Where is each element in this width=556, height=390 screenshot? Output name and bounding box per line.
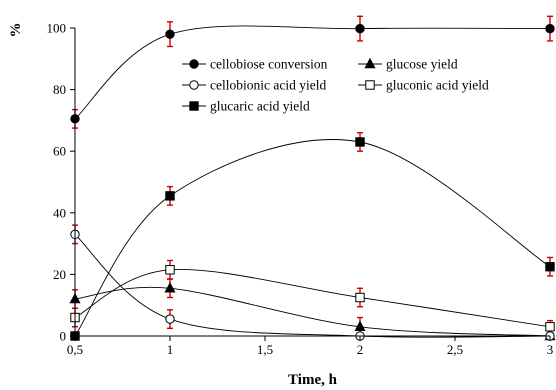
y-tick-label: 80 <box>53 82 66 97</box>
y-tick-label: 40 <box>53 205 66 220</box>
glucose-yield-legend-label: glucose yield <box>386 57 458 72</box>
cellobionic-acid-yield-curve <box>74 234 551 338</box>
gluconic-acid-yield-curve <box>74 268 551 328</box>
cellobiose-conversion-point <box>165 29 175 39</box>
cellobionic-acid-yield-legend-label: cellobionic acid yield <box>210 78 326 93</box>
cellobionic-acid-yield-point <box>165 314 175 324</box>
glucaric-acid-yield-point <box>165 191 175 201</box>
x-tick-label: 3 <box>547 342 554 357</box>
x-tick-label: 2,5 <box>447 342 463 357</box>
x-ticks: 0,5 1 1,5 2 2,5 3 <box>67 336 553 357</box>
gluconic-acid-yield-legend-marker <box>365 80 375 90</box>
x-tick-label: 1,5 <box>257 342 273 357</box>
fitted-curves <box>74 25 551 338</box>
y-tick-label: 0 <box>60 329 67 344</box>
data-markers <box>69 23 556 341</box>
cellobiose-conversion-curve <box>74 25 551 120</box>
cellobiose-conversion-point <box>545 23 555 34</box>
glucose-yield-legend-marker <box>364 57 376 69</box>
y-ticks: 0 20 40 60 80 100 <box>47 21 75 344</box>
x-axis-title: Time, h <box>288 372 338 388</box>
cellobiose-conversion-point <box>355 23 365 34</box>
y-tick-label: 60 <box>53 144 66 159</box>
x-tick-label: 1 <box>167 342 174 357</box>
cellobiose-conversion-legend-label: cellobiose conversion <box>210 57 328 72</box>
y-tick-label: 20 <box>53 267 66 282</box>
glucaric-acid-yield-legend-marker <box>189 101 199 111</box>
y-tick-label: 100 <box>47 21 67 36</box>
cellobiose-conversion-legend-marker <box>189 59 199 69</box>
x-tick-label: 2 <box>357 342 364 357</box>
glucaric-acid-yield-legend-label: glucaric acid yield <box>210 99 310 114</box>
gluconic-acid-yield-point <box>165 265 175 275</box>
axes <box>74 28 550 337</box>
glucose-yield-curve <box>74 286 551 337</box>
legend: cellobiose conversion glucose yield cellob… <box>182 57 489 114</box>
gluconic-acid-yield-point <box>355 292 365 303</box>
glucose-yield-point <box>164 281 176 293</box>
glucaric-acid-yield-point <box>545 262 555 272</box>
glucose-yield-point <box>354 320 366 331</box>
y-axis-title: % <box>8 23 24 38</box>
glucaric-acid-yield-point <box>355 137 365 147</box>
x-tick-label: 0,5 <box>67 342 83 357</box>
glucaric-acid-yield-curve <box>74 139 551 337</box>
gluconic-acid-yield-legend-label: gluconic acid yield <box>386 78 489 93</box>
cellobionic-acid-yield-legend-marker <box>189 80 199 90</box>
gluconic-acid-yield-point <box>545 322 555 332</box>
